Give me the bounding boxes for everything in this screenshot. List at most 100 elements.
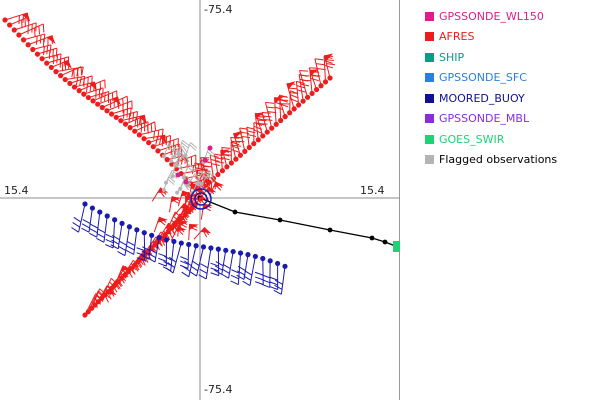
buoy-barb-feather [126,245,135,251]
afres-point [122,121,129,127]
afres-barb-feather [253,122,263,127]
afres-barb-staff [111,107,132,115]
afres-barb-feather [130,266,136,275]
afres-barb-feather [267,111,277,114]
afres-barb-staff [143,134,166,140]
flagged-barb-staff [175,154,185,166]
buoy-barb-feather [125,249,134,255]
afres-barb-staff [106,100,133,112]
buoy-point [141,230,147,236]
buoy-point [200,244,207,250]
afres-barb-feather [167,230,173,239]
afres-barb-feather [247,130,256,134]
afres-point [219,168,226,174]
legend-item-afres[interactable]: AFRES [425,27,595,48]
buoy-barb-feather [184,260,192,267]
buoy-barb-staff [112,219,116,248]
afres-barb-feather [231,148,240,153]
buoy-barb-feather [214,265,223,271]
afres-point [322,79,329,85]
afres-barb-staff [125,115,145,125]
buoy-barb-feather [269,276,278,281]
legend-item-goes-swir[interactable]: GOES_SWIR [425,129,595,150]
afres-barb-staff [84,293,97,316]
afres-barb-feather [230,145,240,150]
legend-item-moored-buoy[interactable]: MOORED_BUOY [425,88,595,109]
afres-barb-feather [120,273,127,282]
flagged-barb-feather [181,142,189,149]
afres-point [251,141,257,147]
afres-point [273,121,279,127]
buoy-barb-feather [261,283,270,288]
flagged-barb-staff [178,140,183,155]
afres-barb-feather [214,157,224,160]
afres-point [82,312,88,318]
legend-item-gpssonde-mbl[interactable]: GPSSONDE_MBL [425,109,595,130]
afres-barb-staff [78,79,106,92]
legend-item-gpssonde-sfc[interactable]: GPSSONDE_SFC [425,68,595,89]
afres-barb-feather [199,192,206,200]
buoy-barb-feather [237,265,246,271]
wind-plot-canvas [0,0,400,400]
buoy-point [193,243,199,249]
gpssonde-wl150-point [175,172,181,178]
legend-swatch [425,155,434,165]
buoy-barb-staff [88,207,93,233]
afres-point [39,56,45,62]
afres-barb-staff [60,66,82,77]
buoy-barb-feather [105,244,114,249]
flagged-barb-staff [179,175,187,190]
afres-barb-feather [221,147,231,149]
afres-point [150,144,156,150]
buoy-barb-feather [191,260,200,267]
buoy-point [156,235,162,241]
legend-label: GPSSONDE_MBL [439,112,530,126]
legend-item-gpssonde-wl150[interactable]: GPSSONDE_WL150 [425,6,595,27]
afres-point [85,94,92,101]
buoy-barb-feather [81,227,90,233]
afres-barb-staff [200,203,205,220]
buoy-point [178,240,184,246]
legend: GPSSONDE_WL150 AFRES SHIP GPSSONDE_SFC M… [425,6,595,170]
afres-barb-staff [273,97,277,125]
afres-barb-staff [187,188,199,212]
afres-barb-feather [46,45,49,55]
legend-item-ship[interactable]: SHIP [425,47,595,68]
flagged-point [178,186,183,191]
afres-barb-feather [265,101,275,104]
legend-swatch [425,134,434,144]
afres-barb-feather [257,119,267,122]
afres-barb-feather [324,60,333,64]
buoy-barb-feather [89,228,98,234]
afres-barb-staff [83,87,104,95]
buoy-barb-feather [221,268,230,274]
wind-plot[interactable]: -75.4 -75.4 15.4 15.4 [0,0,400,400]
afres-barb-staff [139,128,164,136]
afres-barb-feather [56,54,59,64]
afres-barb-feather [188,202,196,210]
afres-barb-feather [181,213,188,221]
afres-barb-staff [51,59,69,68]
afres-barb-feather [211,163,220,166]
legend-item-flagged[interactable]: Flagged observations [425,150,595,171]
afres-point [246,144,252,151]
afres-barb-feather [186,200,194,207]
storm-center-ring-inner [194,192,208,206]
buoy-point [245,252,251,258]
buoy-point [223,247,229,253]
buoy-barb-feather [243,275,252,281]
buoy-barb-feather [254,276,264,281]
afres-point [141,136,147,142]
afres-barb-feather [247,134,257,137]
afres-point [34,51,41,57]
buoy-barb-staff [78,203,86,233]
flagged-barb-feather [185,175,193,183]
afres-barb-feather [182,210,189,219]
afres-barb-staff [129,121,149,129]
afres-barb-flag [213,181,225,188]
storm-center-ring-outer [190,188,212,210]
buoy-barb-feather [142,246,151,252]
afres-barb-feather [317,67,326,71]
afres-barb-feather [299,73,308,77]
afres-barb-feather [154,121,156,131]
